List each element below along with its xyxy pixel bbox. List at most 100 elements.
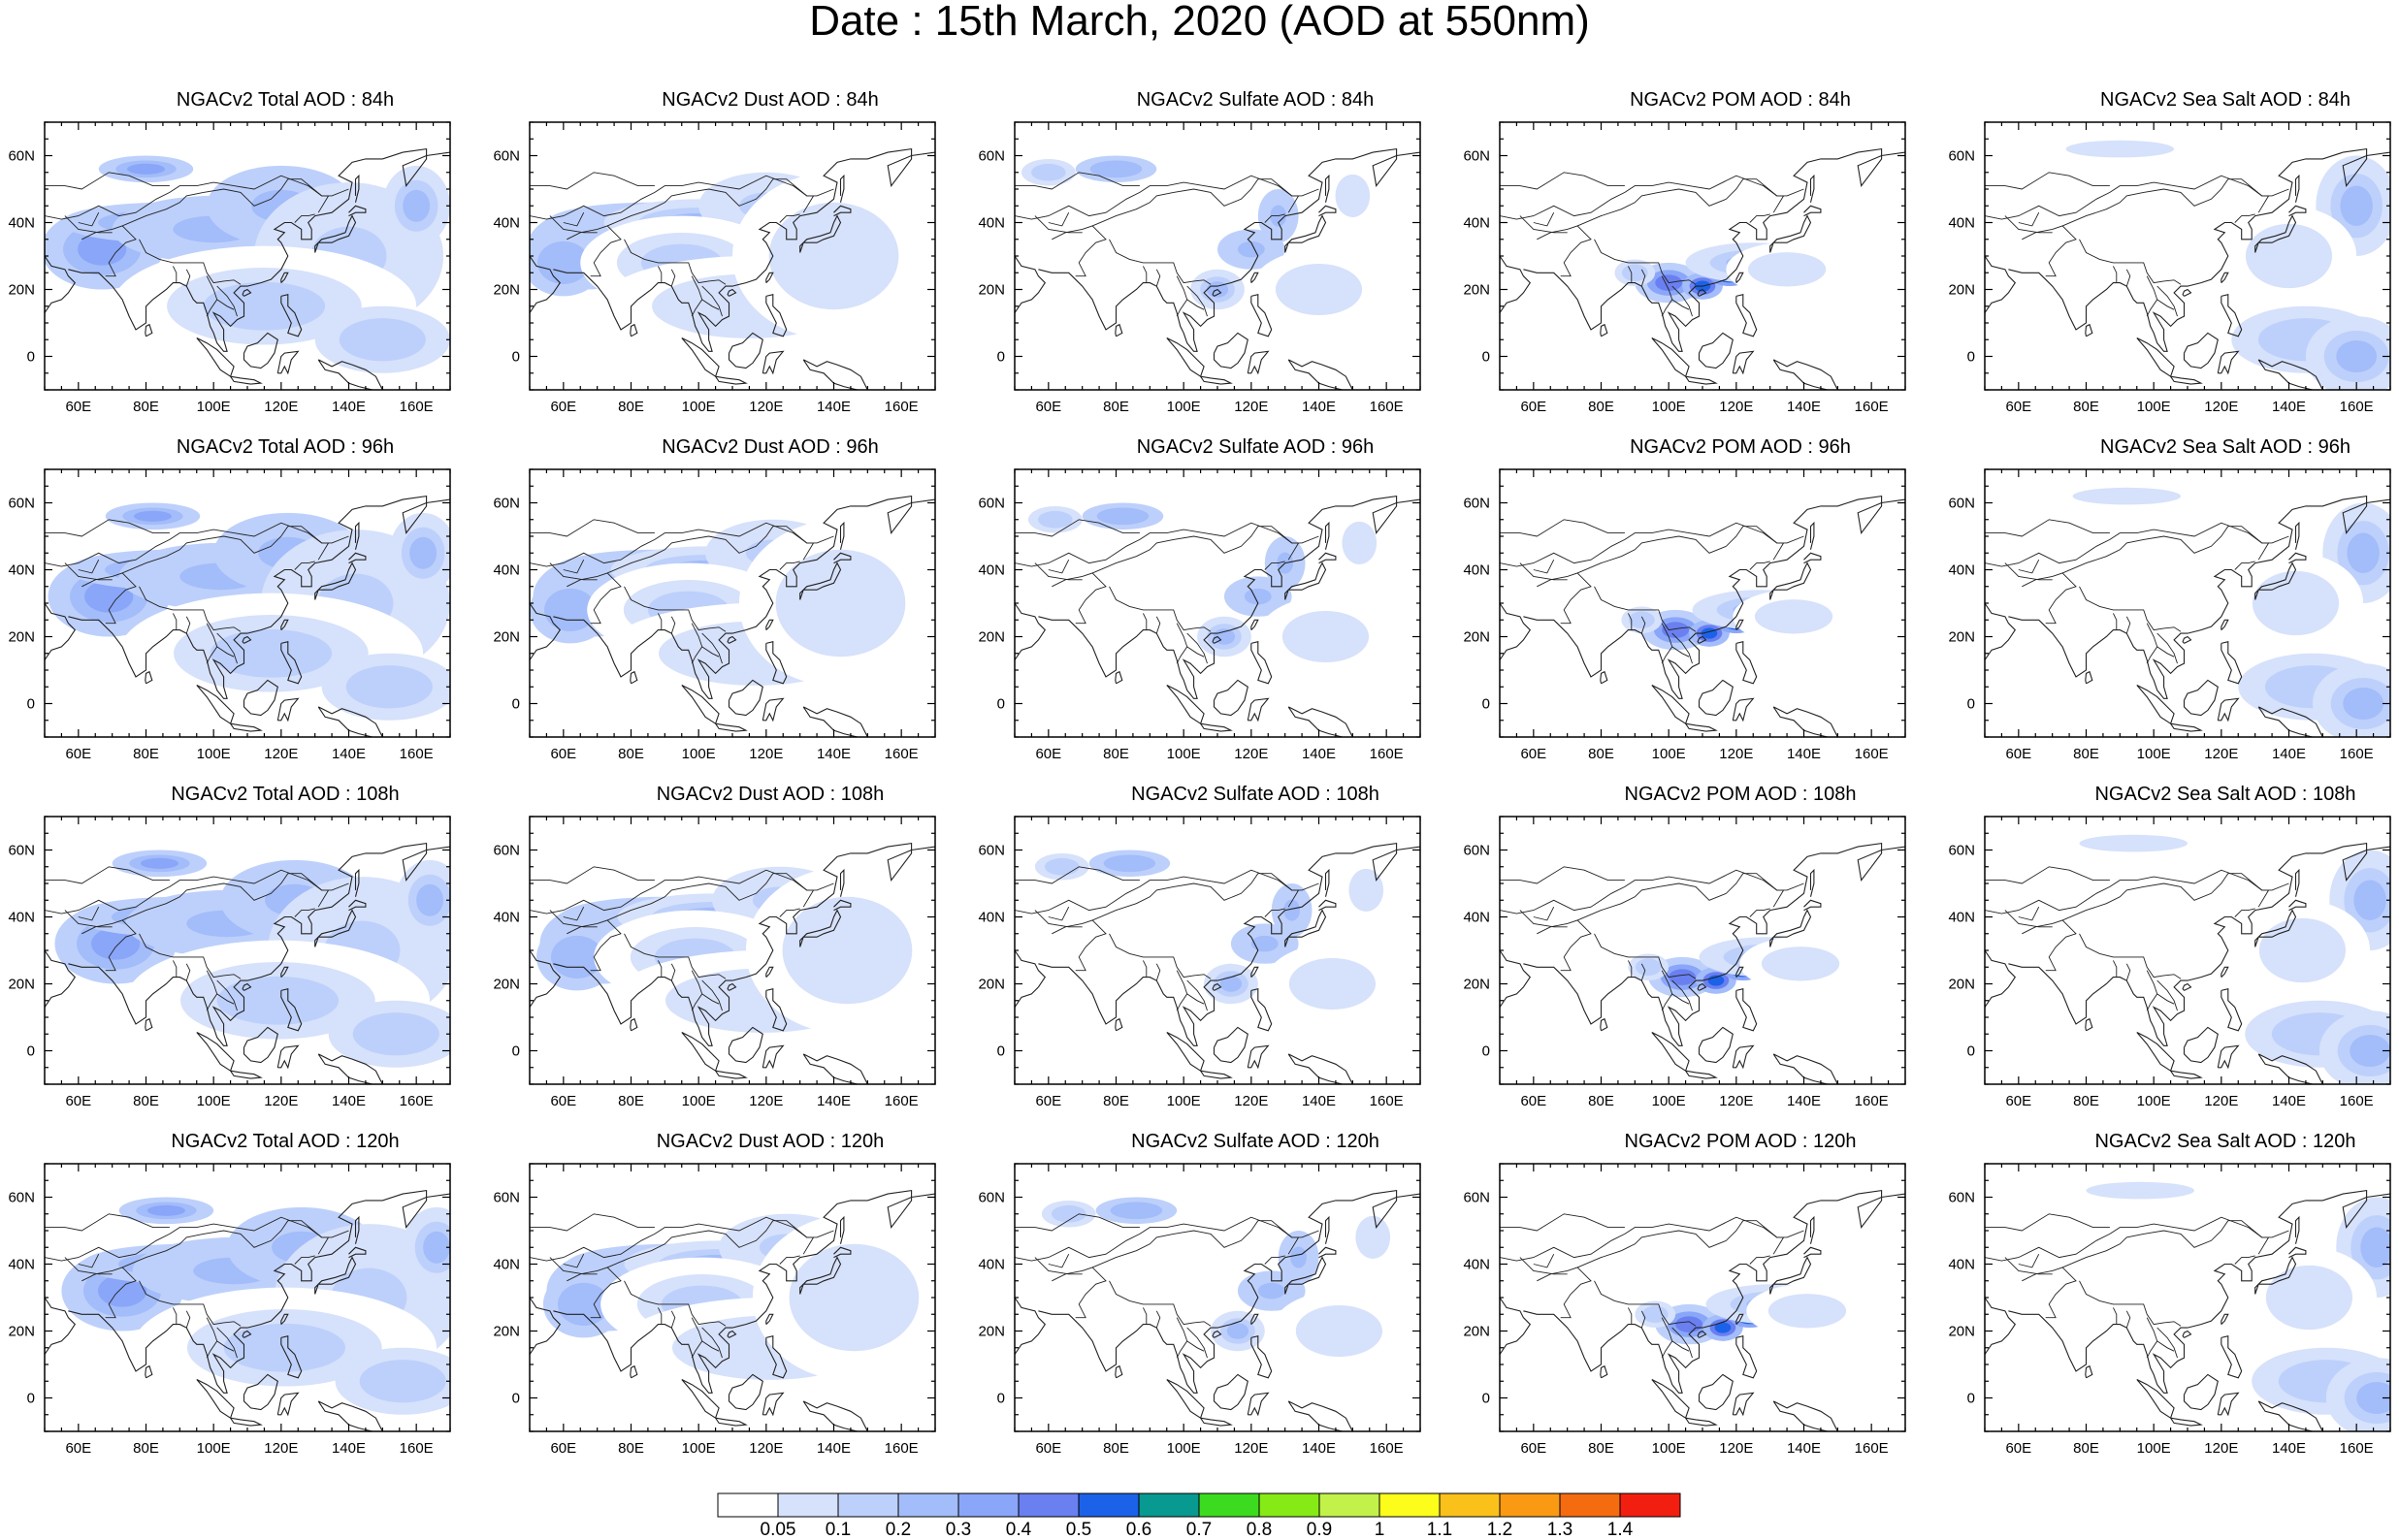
map-panel: NGACv2 Dust AOD : 120h 60E 80E 100E 120E 140E… bbox=[493, 1042, 1013, 1457]
aod-field bbox=[45, 817, 450, 1084]
lon-tick-label: 140E bbox=[1787, 746, 1821, 762]
lat-tick-label: 0 bbox=[27, 696, 35, 713]
aod-cell bbox=[2261, 236, 2317, 276]
lon-tick-label: 140E bbox=[1787, 399, 1821, 415]
lat-tick-label: 20N bbox=[1463, 282, 1490, 299]
aod-cell bbox=[1362, 1224, 1384, 1251]
lon-tick-label: 120E bbox=[2204, 399, 2238, 415]
panel-title: NGACv2 Sulfate AOD : 120h bbox=[1131, 1131, 1379, 1152]
map-panel: NGACv2 Sea Salt AOD : 96h 60E 80E 100E 120E 1… bbox=[1948, 347, 2399, 762]
lon-tick-label: 60E bbox=[1035, 399, 1061, 415]
colorbar-label: 0.2 bbox=[885, 1520, 912, 1540]
lat-tick-label: 0 bbox=[27, 1391, 35, 1407]
colorbar-label: 1.4 bbox=[1606, 1520, 1634, 1540]
lon-tick-label: 120E bbox=[1719, 746, 1753, 762]
aod-cell bbox=[98, 1274, 147, 1307]
lon-tick-label: 140E bbox=[817, 1093, 851, 1109]
map-plot: 60E 80E 100E 120E 140E 160E 0 20N 40N 60N bbox=[978, 468, 1421, 762]
coastlines bbox=[530, 147, 935, 390]
aod-cell bbox=[1768, 605, 1819, 627]
lon-tick-label: 160E bbox=[2340, 1093, 2374, 1109]
lat-tick-label: 20N bbox=[8, 977, 35, 993]
lon-tick-label: 60E bbox=[1035, 746, 1061, 762]
lon-tick-label: 120E bbox=[1234, 399, 1268, 415]
axis-ticks bbox=[44, 121, 451, 391]
lon-tick-label: 140E bbox=[817, 399, 851, 415]
coastlines bbox=[45, 495, 450, 737]
panel-title: NGACv2 Dust AOD : 84h bbox=[662, 89, 879, 111]
panel-title: NGACv2 Dust AOD : 96h bbox=[662, 436, 879, 458]
lon-tick-label: 160E bbox=[1370, 746, 1404, 762]
lon-tick-label: 80E bbox=[1103, 1440, 1129, 1457]
map-panel: NGACv2 Total AOD : 108h 60E 80E 100E 120E 140… bbox=[8, 694, 528, 1109]
lat-tick-label: 0 bbox=[997, 349, 1005, 366]
map-plot: 60E 80E 100E 120E 140E 160E 0 20N 40N 60N bbox=[978, 816, 1421, 1109]
lon-tick-label: 80E bbox=[133, 1440, 159, 1457]
map-panel: NGACv2 POM AOD : 84h 60E 80E 100E 120E 140E 16… bbox=[1463, 0, 1983, 415]
map-plot: 60E 80E 100E 120E 140E 160E 0 20N 40N 60N bbox=[1463, 1163, 1906, 1457]
map-plot: 60E 80E 100E 120E 140E 160E 0 20N 40N 60N bbox=[978, 121, 1421, 415]
axis-ticks bbox=[1014, 121, 1421, 391]
lat-tick-label: 40N bbox=[8, 910, 35, 926]
lat-tick-label: 60N bbox=[1463, 496, 1490, 512]
axis-ticks bbox=[1499, 1163, 1906, 1432]
lat-tick-label: 20N bbox=[1463, 1324, 1490, 1340]
coastlines bbox=[45, 147, 450, 390]
lat-tick-label: 60N bbox=[978, 843, 1005, 859]
lat-tick-label: 40N bbox=[493, 215, 520, 232]
aod-cell bbox=[1646, 1308, 1664, 1320]
lat-tick-label: 20N bbox=[8, 629, 35, 646]
colorbar-swatch bbox=[1318, 1492, 1380, 1518]
lon-tick-label: 140E bbox=[1302, 399, 1336, 415]
aod-cell bbox=[2347, 532, 2380, 573]
colorbar-swatch bbox=[1499, 1492, 1561, 1518]
axis-ticks bbox=[529, 121, 936, 391]
lat-tick-label: 0 bbox=[1967, 696, 1975, 713]
panel-title: NGACv2 Sea Salt AOD : 96h bbox=[2100, 436, 2350, 458]
aod-cell bbox=[1633, 614, 1650, 626]
aod-cell bbox=[1051, 861, 1073, 873]
map-plot: 60E 80E 100E 120E 140E 160E 0 20N 40N 60N bbox=[1463, 816, 1906, 1109]
aod-cell bbox=[355, 326, 410, 354]
aod-cell bbox=[203, 281, 326, 331]
map-plot: 60E 80E 100E 120E 140E 160E 0 20N 40N 60N bbox=[1948, 121, 2391, 415]
lon-tick-label: 80E bbox=[2073, 399, 2099, 415]
lat-tick-label: 0 bbox=[27, 1043, 35, 1060]
map-plot: 60E 80E 100E 120E 140E 160E 0 20N 40N 60N bbox=[1463, 121, 1906, 415]
lon-tick-label: 60E bbox=[550, 1093, 576, 1109]
aod-field bbox=[1500, 122, 1905, 390]
lon-tick-label: 160E bbox=[2340, 1440, 2374, 1457]
aod-cell bbox=[1342, 182, 1364, 209]
panel-title: NGACv2 Total AOD : 120h bbox=[171, 1131, 400, 1152]
lat-tick-label: 20N bbox=[978, 977, 1005, 993]
lon-tick-label: 120E bbox=[1719, 399, 1753, 415]
lon-tick-label: 160E bbox=[1855, 746, 1889, 762]
map-panel: NGACv2 Sulfate AOD : 120h 60E 80E 100E 120E 1… bbox=[978, 1042, 1498, 1457]
aod-cell bbox=[806, 916, 889, 984]
lat-tick-label: 40N bbox=[1463, 1257, 1490, 1273]
aod-field bbox=[1015, 469, 1420, 737]
colorbar-swatch bbox=[1258, 1492, 1320, 1518]
lat-tick-label: 40N bbox=[978, 1257, 1005, 1273]
aod-cell bbox=[2360, 1227, 2390, 1267]
aod-cell bbox=[126, 163, 166, 175]
lon-tick-label: 160E bbox=[1855, 1440, 1889, 1457]
panel-title: NGACv2 Sulfate AOD : 84h bbox=[1136, 89, 1375, 111]
lon-tick-label: 160E bbox=[1370, 399, 1404, 415]
axis-ticks bbox=[1499, 816, 1906, 1085]
lon-tick-label: 160E bbox=[885, 399, 919, 415]
aod-cell bbox=[2106, 1185, 2175, 1197]
aod-cell bbox=[567, 1291, 600, 1318]
lon-tick-label: 120E bbox=[1719, 1440, 1753, 1457]
aod-field bbox=[1985, 1164, 2390, 1431]
axis-ticks bbox=[1499, 468, 1906, 738]
panel-title: NGACv2 Total AOD : 84h bbox=[176, 89, 395, 111]
aod-field bbox=[1985, 817, 2390, 1084]
lon-tick-label: 100E bbox=[1167, 746, 1201, 762]
lon-tick-label: 80E bbox=[133, 399, 159, 415]
axis-ticks bbox=[1984, 1163, 2391, 1432]
coastlines bbox=[1985, 495, 2390, 737]
aod-cell bbox=[1044, 514, 1066, 526]
lon-tick-label: 160E bbox=[885, 1440, 919, 1457]
aod-field bbox=[1015, 817, 1420, 1084]
